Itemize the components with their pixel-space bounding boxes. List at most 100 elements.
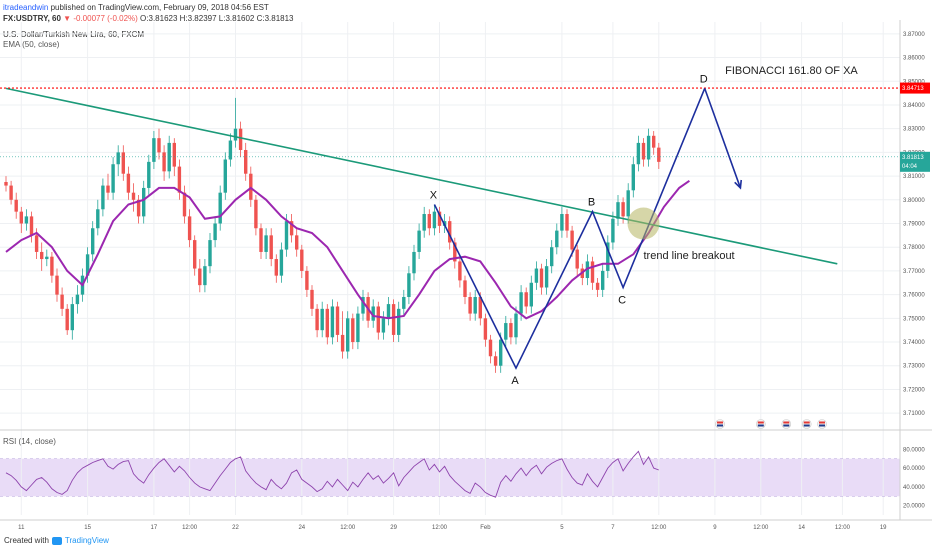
candle: [269, 228, 273, 267]
rsi-band: [0, 458, 900, 497]
candle: [493, 351, 498, 373]
ema-line[interactable]: [5, 179, 690, 320]
price-tick-label: 3.76000: [903, 293, 925, 299]
annotation-breakout[interactable]: trend line breakout: [644, 250, 735, 262]
candle-body: [193, 240, 197, 269]
candle-body: [14, 199, 18, 212]
candle-body: [448, 221, 452, 243]
candle: [646, 128, 651, 167]
price-tick-label: 3.74000: [903, 340, 925, 346]
candle-body: [473, 296, 477, 314]
candle: [19, 206, 23, 233]
candle-body: [157, 138, 161, 153]
candle-body: [269, 235, 273, 260]
tradingview-brand[interactable]: TradingView: [64, 536, 109, 545]
candle-body: [9, 185, 13, 200]
candle: [626, 183, 630, 224]
candle: [29, 211, 34, 243]
candle: [264, 228, 268, 260]
event-icons: [715, 419, 827, 429]
ema-legend[interactable]: EMA (50, close): [3, 40, 60, 49]
candle-body: [147, 161, 151, 188]
candle-body: [259, 228, 263, 252]
candle: [244, 142, 248, 181]
candle: [448, 216, 452, 250]
candle-body: [289, 221, 294, 236]
annotation-fibonacci[interactable]: FIBONACCI 161.80 OF XA: [725, 65, 858, 77]
candle: [402, 289, 406, 316]
candle: [208, 232, 212, 274]
event-flag-stripe: [803, 421, 810, 424]
candle-body: [315, 308, 319, 331]
candle-body: [187, 216, 192, 241]
fib-price-text: 3.84713: [902, 86, 924, 92]
candle: [340, 311, 345, 359]
breakout-marker[interactable]: [627, 207, 660, 240]
projection-arrow[interactable]: [703, 88, 743, 190]
candle-body: [228, 140, 233, 160]
candle: [422, 206, 426, 238]
candle: [162, 145, 166, 181]
symbol[interactable]: FX:USDTRY, 60: [3, 14, 61, 23]
candle-body: [488, 339, 493, 357]
candle-body: [55, 275, 59, 295]
candle-body: [376, 306, 380, 333]
candle: [544, 259, 549, 295]
candle-body: [550, 247, 554, 267]
candle: [335, 301, 340, 343]
pattern-point-x: X: [430, 190, 438, 202]
candle: [509, 318, 513, 345]
event-circle: [715, 419, 725, 429]
event-flag-stripe: [783, 421, 790, 424]
time-axis[interactable]: 11 15 17 12:00 22 24 12:00 29 12:00 Feb 5 7 12:00 9 12…: [18, 525, 887, 531]
candle: [560, 206, 564, 238]
event-flag-icon: [781, 419, 792, 429]
candle-body: [325, 308, 329, 338]
candle: [233, 97, 238, 148]
candle-body: [391, 304, 396, 335]
candle-body: [198, 268, 202, 286]
candle: [315, 304, 319, 338]
candle: [616, 195, 620, 226]
candle-body: [218, 192, 222, 224]
candle: [407, 266, 411, 305]
event-flag-stripe: [819, 424, 825, 427]
candle: [499, 332, 503, 373]
ohlc-values: O:3.81623 H:3.82397 L:3.81602 C:3.81813: [140, 14, 294, 23]
price-axis[interactable]: 3.870003.860003.850003.840003.830003.820…: [903, 32, 925, 417]
trend-line[interactable]: [5, 87, 838, 265]
candle: [310, 285, 314, 316]
created-with: Created with: [4, 536, 49, 545]
arrow-head-icon: [734, 179, 743, 190]
candle: [126, 166, 131, 200]
rsi-line: [5, 450, 659, 498]
candle-body: [499, 339, 503, 366]
candle-body: [75, 294, 80, 305]
price-tick-label: 3.80000: [903, 198, 925, 204]
candle: [458, 256, 462, 288]
time-tick-label: 14: [798, 525, 805, 531]
rsi-axis[interactable]: 80.0000 60.0000 40.0000 20.0000: [903, 447, 925, 509]
candle-body: [361, 296, 365, 314]
footer: Created with TradingView: [4, 536, 109, 545]
candle-body: [555, 230, 559, 248]
candle: [504, 315, 508, 347]
publisher-name[interactable]: itradeandwin: [3, 3, 49, 12]
candle-body: [539, 268, 544, 288]
rsi-legend[interactable]: RSI (14, close): [3, 437, 56, 446]
last-price-text: 3.81813: [902, 155, 924, 161]
candle: [213, 216, 217, 248]
candle-body: [238, 128, 243, 151]
candle: [218, 185, 222, 231]
candle-body: [427, 214, 431, 229]
xabcd-pattern[interactable]: [433, 88, 706, 370]
candle-body: [346, 318, 350, 352]
candle: [300, 244, 304, 279]
candle-body: [142, 187, 146, 217]
candle-body: [509, 323, 513, 338]
candle-body: [300, 249, 304, 271]
rsi-tick-label: 60.0000: [903, 466, 925, 472]
pattern-point-b: B: [588, 197, 595, 209]
candle-body: [544, 266, 549, 288]
